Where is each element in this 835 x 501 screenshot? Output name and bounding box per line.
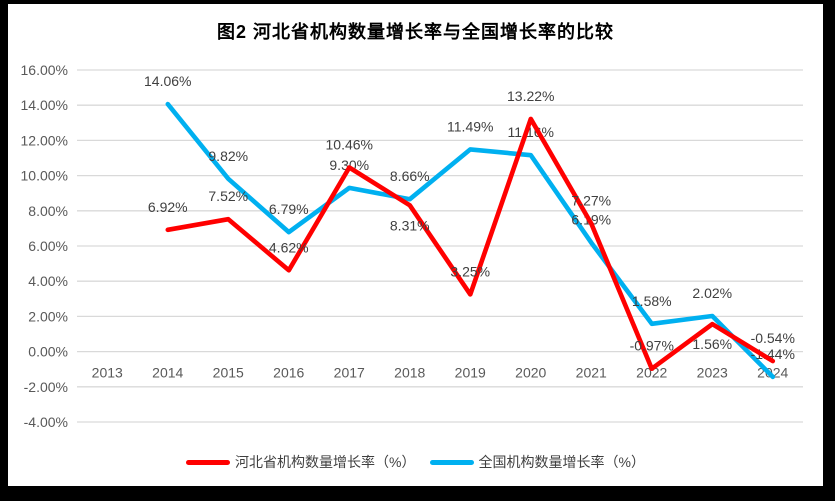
data-label: 14.06% (144, 73, 191, 89)
data-label: -0.54% (751, 330, 795, 346)
legend-item: 河北省机构数量增长率（%） (186, 452, 416, 472)
data-label: 9.30% (329, 157, 369, 173)
y-axis-label: 8.00% (28, 203, 68, 219)
x-axis-label: 2017 (334, 365, 365, 381)
chart-canvas: 图2 河北省机构数量增长率与全国增长率的比较 16.00% 14.00% 12.00… (8, 4, 823, 486)
legend: 河北省机构数量增长率（%） 全国机构数量增长率（%） (8, 452, 823, 472)
data-label: 9.82% (208, 148, 248, 164)
x-axis-label: 2016 (273, 365, 304, 381)
data-label: 7.27% (571, 193, 611, 209)
legend-line-swatch (429, 459, 474, 465)
y-axis-label: -2.00% (24, 379, 68, 395)
data-label: 10.46% (326, 137, 373, 153)
legend-label: 全国机构数量增长率（%） (478, 454, 645, 470)
x-axis-label: 2022 (636, 365, 667, 381)
data-label: 13.22% (507, 88, 554, 104)
data-label: 1.58% (632, 293, 672, 309)
x-axis-label: 2021 (576, 365, 607, 381)
data-label: -0.97% (630, 338, 674, 354)
legend-item: 全国机构数量增长率（%） (429, 452, 645, 472)
x-axis-label: 2020 (515, 365, 546, 381)
data-label: 2.02% (692, 285, 732, 301)
data-label: -1.44% (751, 346, 795, 362)
legend-label: 河北省机构数量增长率（%） (235, 454, 416, 470)
x-axis-label: 2018 (394, 365, 425, 381)
y-axis-label: 4.00% (28, 273, 68, 289)
series-line (165, 116, 776, 372)
y-axis-label: 12.00% (21, 132, 68, 148)
data-label: 8.66% (390, 168, 430, 184)
x-axis-label: 2019 (455, 365, 486, 381)
data-label: 6.79% (269, 201, 309, 217)
data-label: 8.31% (390, 217, 430, 233)
x-axis-label: 2023 (697, 365, 728, 381)
y-axis-label: 10.00% (21, 168, 68, 184)
data-label: 4.62% (269, 239, 309, 255)
data-label: 3.25% (450, 263, 490, 279)
x-axis-label: 2015 (213, 365, 244, 381)
data-label: 6.92% (148, 199, 188, 215)
y-axis-label: -4.00% (24, 414, 68, 430)
data-label: 7.52% (208, 188, 248, 204)
y-axis-label: 6.00% (28, 238, 68, 254)
x-axis-label: 2014 (152, 365, 183, 381)
legend-line-swatch (186, 459, 231, 465)
x-axis-label: 2013 (92, 365, 123, 381)
chart-title: 图2 河北省机构数量增长率与全国增长率的比较 (216, 22, 614, 42)
data-label: 1.56% (692, 336, 732, 352)
data-label: 11.49% (447, 118, 493, 134)
y-axis-label: 2.00% (28, 308, 68, 324)
y-axis-label: 0.00% (28, 344, 68, 360)
data-label: 11.16% (508, 124, 554, 140)
series-line (165, 101, 776, 380)
y-axis-label: 16.00% (21, 62, 68, 78)
y-axis-label: 14.00% (21, 97, 68, 113)
